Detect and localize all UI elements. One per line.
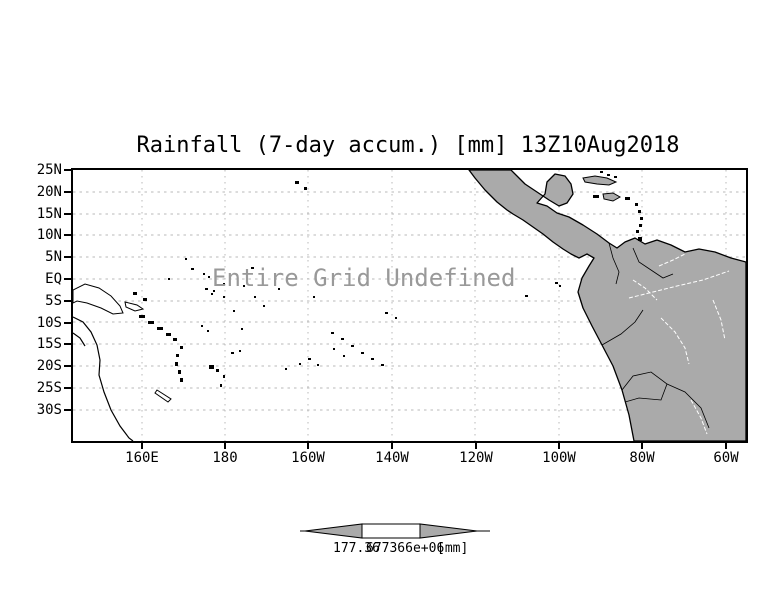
lat-tick [64,300,71,302]
colorbar-left-arrow [304,523,363,539]
americas-landmass [468,170,746,441]
lon-label: 160W [291,450,325,466]
lat-tick [64,387,71,389]
lat-tick [64,278,71,280]
lat-tick [64,256,71,258]
lon-label: 80W [629,450,655,466]
basemap [73,170,746,441]
lat-label: 10S [36,315,62,331]
colorbar-units-label: [mm] [437,541,469,556]
map-frame [71,168,748,443]
lon-tick [475,443,477,449]
lat-tick [64,322,71,324]
lat-label: 10N [36,227,62,243]
lat-label: 5S [45,293,62,309]
lat-label: 5N [45,249,62,265]
lat-label: EQ [45,271,62,287]
country-borders [601,242,710,429]
lon-label: 180 [212,450,238,466]
lat-tick [64,365,71,367]
lat-tick [64,234,71,236]
lon-tick [307,443,309,449]
plot-title: Rainfall (7-day accum.) [mm] 13Z10Aug201… [136,133,680,158]
lon-label: 60W [713,450,739,466]
lon-label: 160E [125,450,159,466]
colorbar-mid-segment [361,523,421,539]
colorbar-right-arrow [419,523,478,539]
lon-tick [558,443,560,449]
lat-tick [64,169,71,171]
lon-tick [725,443,727,449]
lon-label: 120W [459,450,493,466]
colorbar-label-high: 677366e+06 [366,541,445,556]
lon-tick [224,443,226,449]
undefined-grid-message: Entire Grid Undefined [212,264,516,292]
lat-label: 15S [36,336,62,352]
galapagos-islands [555,282,561,287]
lat-label: 20N [36,184,62,200]
pacific-atolls [168,181,528,387]
lat-tick [64,409,71,411]
lat-tick [64,213,71,215]
west-pacific-islands [73,283,219,403]
lat-label: 20S [36,358,62,374]
lon-tick [391,443,393,449]
lat-tick [64,191,71,193]
colorbar-label-low: 177.36 [333,541,380,556]
australia-coastline [73,316,134,441]
lat-label: 15N [36,206,62,222]
rivers [628,253,730,435]
lat-label: 25N [36,162,62,178]
lat-tick [64,343,71,345]
caribbean-islands [582,171,643,241]
lon-tick [141,443,143,449]
lat-label: 25S [36,380,62,396]
lat-label: 30S [36,402,62,418]
lon-label: 100W [542,450,576,466]
colorbar [300,523,490,539]
lon-label: 140W [375,450,409,466]
lon-tick [641,443,643,449]
